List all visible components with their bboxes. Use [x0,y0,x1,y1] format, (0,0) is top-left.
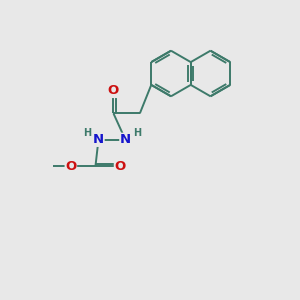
Text: O: O [108,84,119,98]
Text: H: H [83,128,91,138]
Text: H: H [133,128,141,138]
Text: N: N [120,133,131,146]
Text: O: O [114,160,126,173]
Text: O: O [65,160,76,173]
Text: N: N [93,133,104,146]
